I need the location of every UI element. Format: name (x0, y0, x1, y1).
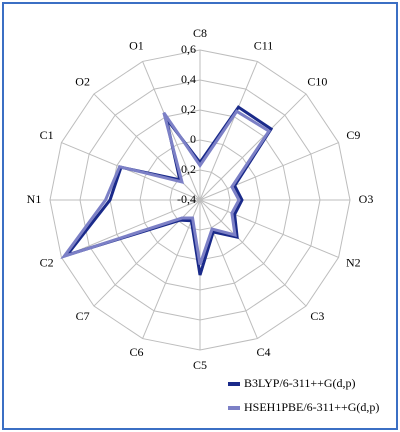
category-label: C5 (193, 358, 207, 372)
spoke (199, 93, 307, 201)
spoke (199, 199, 339, 258)
category-label: C3 (310, 309, 324, 323)
tick-label: 0,4 (181, 72, 196, 86)
spoke (199, 199, 258, 339)
spoke (199, 199, 307, 307)
category-label: N1 (27, 192, 42, 206)
spoke (61, 142, 201, 201)
category-label: C9 (346, 128, 360, 142)
category-label: C2 (40, 255, 54, 269)
category-label: C10 (307, 74, 327, 88)
category-label: C6 (129, 345, 143, 359)
spoke (61, 199, 201, 258)
spoke (142, 61, 201, 201)
series-line (60, 109, 272, 265)
tick-label: -0,2 (177, 162, 196, 176)
spoke (199, 142, 339, 201)
category-label: C7 (76, 309, 90, 323)
category-label: O3 (359, 192, 374, 206)
tick-label: -0,4 (177, 192, 196, 206)
category-label: C8 (193, 26, 207, 40)
legend-label: HSEH1PBE/6-311++G(d,p) (244, 400, 379, 414)
spoke (199, 61, 258, 201)
category-label: C4 (257, 345, 271, 359)
category-label: C11 (254, 38, 274, 52)
spoke (93, 199, 201, 307)
category-label: C1 (40, 128, 54, 142)
tick-label: 0 (190, 132, 196, 146)
tick-label: 0,2 (181, 102, 196, 116)
category-label: N2 (346, 255, 361, 269)
legend-label: B3LYP/6-311++G(d,p) (244, 376, 356, 390)
category-label: O2 (75, 74, 90, 88)
category-label: O1 (129, 38, 144, 52)
tick-label: 0,6 (181, 42, 196, 56)
